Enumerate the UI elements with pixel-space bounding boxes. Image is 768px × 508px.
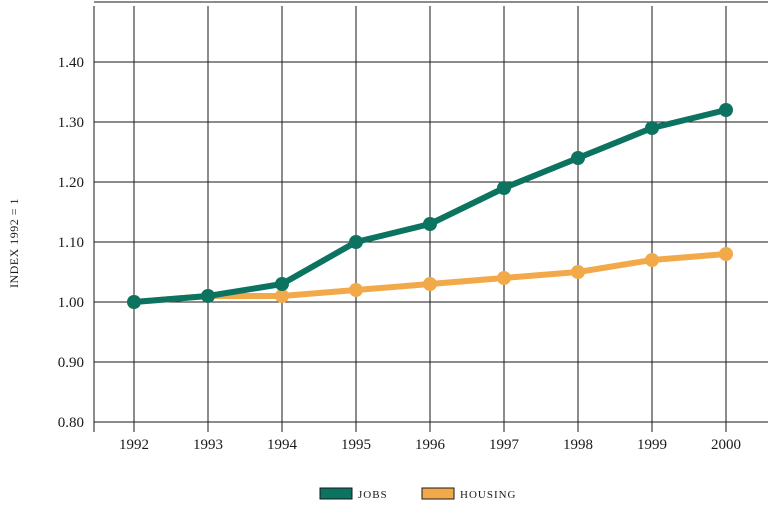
jobs-point xyxy=(571,151,585,165)
legend-label-housing: HOUSING xyxy=(460,489,517,501)
jobs-point xyxy=(423,217,437,231)
series-group xyxy=(127,103,733,309)
x-tick-label: 1999 xyxy=(637,437,667,453)
x-tick-label: 1995 xyxy=(341,437,371,453)
y-tick-label: 0.80 xyxy=(58,415,84,431)
housing-point xyxy=(275,289,289,303)
legend-swatch-housing xyxy=(421,487,455,500)
housing-point xyxy=(497,271,511,285)
x-tick-label: 1997 xyxy=(489,437,520,453)
y-tick-label: 1.20 xyxy=(58,175,84,191)
x-tick-label: 1996 xyxy=(415,437,446,453)
jobs-point xyxy=(645,121,659,135)
housing-point xyxy=(571,265,585,279)
grid xyxy=(93,1,768,432)
y-axis-title: INDEX 1992 = 1 xyxy=(7,198,21,288)
jobs-point xyxy=(349,235,363,249)
housing-point xyxy=(645,253,659,267)
x-tick-label: 2000 xyxy=(711,437,741,453)
x-tick-label: 1993 xyxy=(193,437,223,453)
y-tick-label: 1.00 xyxy=(58,295,84,311)
legend-swatch-jobs xyxy=(319,487,353,500)
x-tick-label: 1992 xyxy=(119,437,149,453)
housing-point xyxy=(423,277,437,291)
jobs-point xyxy=(127,295,141,309)
legend: JOBS HOUSING xyxy=(319,487,517,501)
x-tick-label: 1998 xyxy=(563,437,593,453)
jobs-point xyxy=(497,181,511,195)
jobs-point xyxy=(275,277,289,291)
y-tick-labels: 0.80 0.90 1.00 1.10 1.20 1.30 1.40 xyxy=(58,55,84,431)
housing-point xyxy=(719,247,733,261)
y-tick-label: 1.40 xyxy=(58,55,84,71)
legend-label-jobs: JOBS xyxy=(358,489,388,501)
jobs-point xyxy=(201,289,215,303)
y-tick-label: 1.10 xyxy=(58,235,84,251)
housing-point xyxy=(349,283,363,297)
x-tick-label: 1994 xyxy=(267,437,298,453)
y-tick-label: 1.30 xyxy=(58,115,84,131)
y-tick-label: 0.90 xyxy=(58,355,84,371)
jobs-point xyxy=(719,103,733,117)
x-tick-labels: 1992 1993 1994 1995 1996 1997 1998 1999 2000 xyxy=(119,437,741,453)
